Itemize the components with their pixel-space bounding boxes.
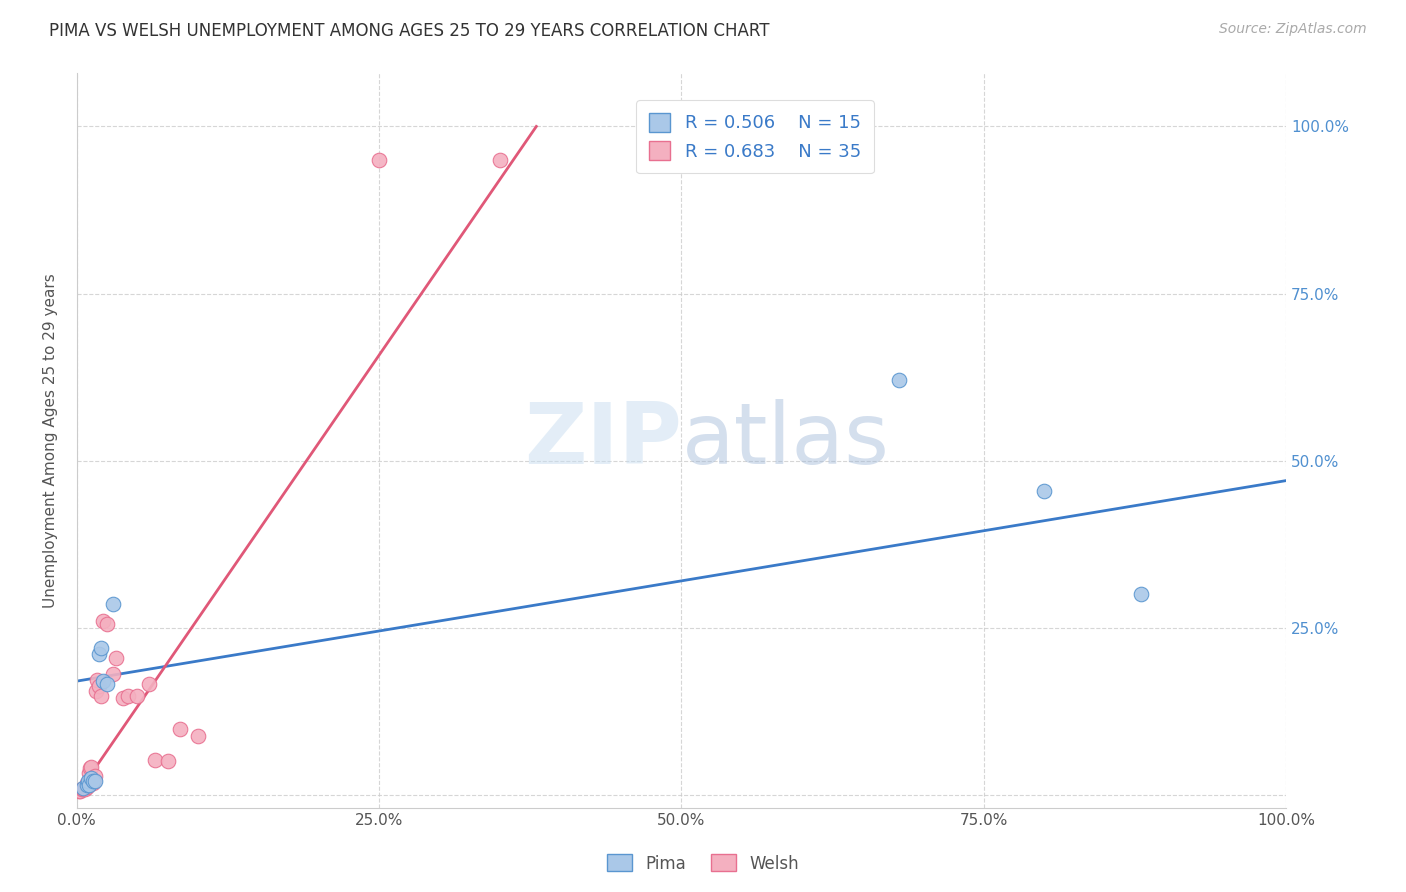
Point [70, 782, 93, 797]
Point [84, 769, 107, 783]
Point [145, 753, 167, 767]
Text: Source: ZipAtlas.com: Source: ZipAtlas.com [1219, 22, 1367, 37]
Point [93, 614, 115, 628]
Point [80, 771, 103, 785]
Point [87, 648, 110, 662]
Point [87, 680, 110, 694]
Point [86, 673, 108, 687]
Point [77, 766, 100, 780]
Point [368, 153, 391, 167]
Point [84, 774, 107, 789]
Point [117, 689, 139, 703]
Point [156, 754, 179, 768]
Point [96, 677, 118, 691]
Point [76, 780, 98, 794]
Point [82, 775, 104, 789]
Point [111, 690, 134, 705]
Point [83, 772, 105, 787]
Text: PIMA VS WELSH UNEMPLOYMENT AMONG AGES 25 TO 29 YEARS CORRELATION CHART: PIMA VS WELSH UNEMPLOYMENT AMONG AGES 25… [49, 22, 769, 40]
Point [169, 723, 191, 737]
Point [127, 689, 149, 703]
Point [1129, 587, 1152, 601]
Point [489, 153, 512, 167]
Point [96, 617, 118, 632]
Point [90, 689, 112, 703]
Point [76, 774, 98, 789]
Point [75, 780, 97, 794]
Legend: R = 0.506    N = 15, R = 0.683    N = 35: R = 0.506 N = 15, R = 0.683 N = 35 [636, 101, 873, 173]
Point [76, 778, 98, 792]
Point [72, 782, 94, 797]
Point [93, 674, 115, 689]
Point [138, 677, 160, 691]
Point [101, 667, 124, 681]
Point [79, 761, 101, 775]
Point [77, 774, 100, 789]
Point [76, 775, 98, 789]
Point [104, 650, 127, 665]
Point [69, 784, 91, 798]
Point [84, 684, 107, 698]
Text: atlas: atlas [682, 399, 890, 482]
Point [187, 729, 209, 743]
Y-axis label: Unemployment Among Ages 25 to 29 years: Unemployment Among Ages 25 to 29 years [44, 273, 58, 608]
Point [1033, 483, 1056, 498]
Point [80, 759, 103, 773]
Point [77, 778, 100, 792]
Point [73, 780, 96, 795]
Point [887, 373, 910, 387]
Point [72, 780, 94, 795]
Text: ZIP: ZIP [523, 399, 682, 482]
Point [101, 597, 124, 611]
Point [82, 774, 104, 789]
Point [76, 778, 98, 792]
Legend: Pima, Welsh: Pima, Welsh [600, 847, 806, 880]
Point [90, 640, 112, 655]
Point [75, 782, 97, 797]
Point [67, 784, 90, 798]
